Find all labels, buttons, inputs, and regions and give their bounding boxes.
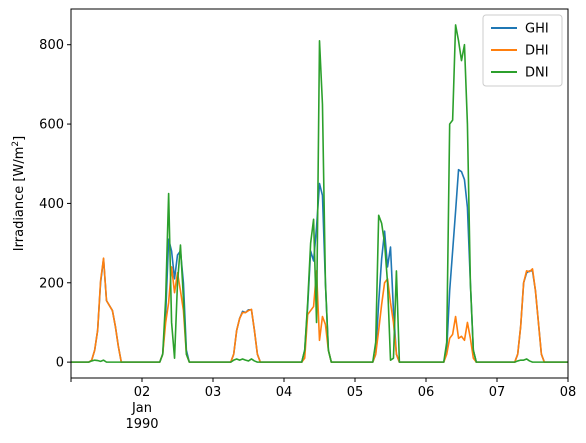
y-tick-label: 200 — [39, 276, 64, 291]
x-tick-label: 06 — [418, 385, 435, 400]
x-tick-label: 04 — [276, 385, 293, 400]
legend: GHI DHI DNI — [482, 14, 563, 87]
y-tick-label: 800 — [39, 38, 64, 53]
y-axis-label: Irradiance [W/m2] — [11, 136, 27, 251]
axes-frame — [70, 8, 569, 379]
y-axis: 0 200 400 600 800 — [39, 38, 71, 371]
x-tick-label: 02 — [134, 385, 151, 400]
y-tick-label: 400 — [39, 197, 64, 212]
x-tick-label: 05 — [347, 385, 364, 400]
y-tick-label: 0 — [56, 356, 64, 371]
x-tick-label: 08 — [560, 385, 577, 400]
x-tick-label: 03 — [205, 385, 222, 400]
legend-label-dhi: DHI — [525, 44, 549, 59]
legend-label-ghi: GHI — [525, 22, 549, 37]
legend-box — [482, 14, 563, 87]
x-tick-sublabel-year: 1990 — [125, 417, 158, 432]
x-tick-label: 07 — [489, 385, 506, 400]
series-layer — [71, 24, 568, 363]
y-tick-label: 600 — [39, 118, 64, 133]
legend-label-dni: DNI — [525, 66, 549, 81]
x-tick-sublabel-month: Jan — [131, 401, 152, 416]
series-line-dni — [71, 24, 568, 363]
series-line-dhi — [71, 257, 568, 363]
